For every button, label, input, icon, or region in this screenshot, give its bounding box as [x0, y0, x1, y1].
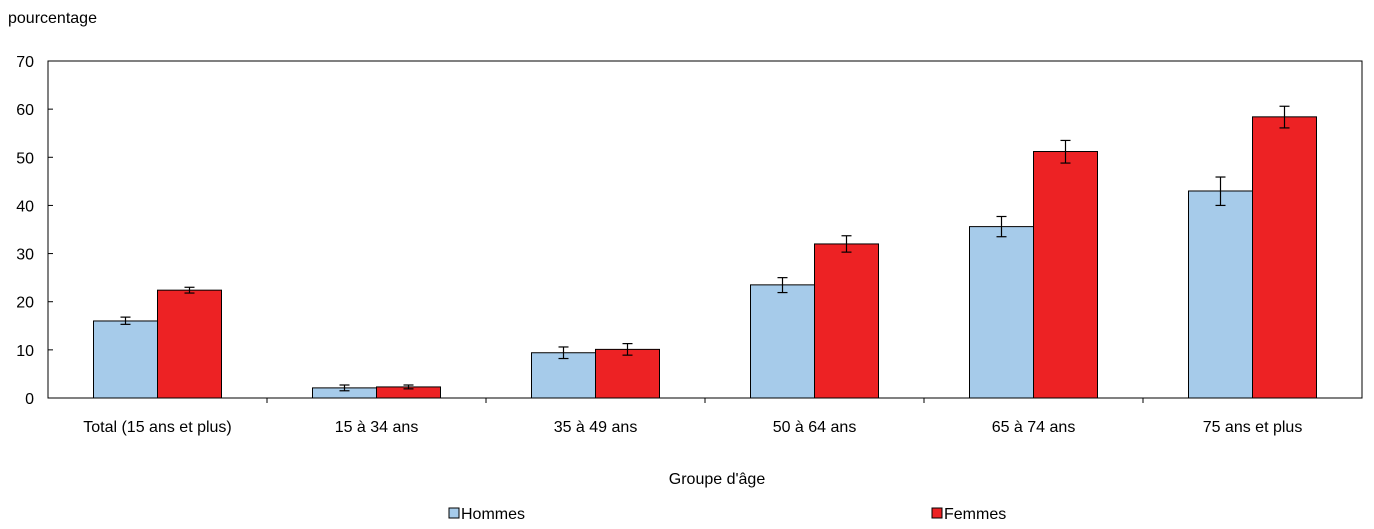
bar-femmes-3 — [814, 243, 879, 399]
y-tick-label: 0 — [25, 391, 34, 408]
x-axis-categories: Total (15 ans et plus) 15 à 34 ans 35 à 49… — [83, 398, 1302, 436]
y-tick-label: 30 — [16, 247, 34, 264]
x-category-label: 50 à 64 ans — [773, 419, 857, 436]
legend: Hommes Femmes — [448, 506, 1006, 523]
x-category-label: Total (15 ans et plus) — [83, 419, 232, 436]
y-tick-label: 10 — [16, 343, 34, 360]
legend-label-hommes: Hommes — [461, 506, 525, 523]
x-category-label: 75 ans et plus — [1203, 419, 1303, 436]
y-tick-label: 20 — [16, 295, 34, 312]
bar-hommes-5 — [1188, 190, 1253, 399]
legend-label-femmes: Femmes — [944, 506, 1006, 523]
x-category-label: 65 à 74 ans — [992, 419, 1076, 436]
y-tick-label: 50 — [16, 150, 34, 167]
plot-area-frame — [47, 60, 1363, 399]
y-tick-label: 70 — [16, 54, 34, 71]
bar-femmes-5 — [1252, 116, 1317, 399]
bar-hommes-4 — [969, 226, 1034, 399]
x-category-label: 35 à 49 ans — [554, 419, 638, 436]
y-axis-title: pourcentage — [8, 10, 97, 27]
bar-hommes-0 — [93, 320, 158, 399]
legend-swatch-femmes — [931, 507, 943, 519]
error-bars — [120, 105, 1290, 392]
bar-femmes-0 — [157, 289, 222, 399]
y-tick-label: 40 — [16, 198, 34, 215]
x-category-label: 15 à 34 ans — [335, 419, 419, 436]
bars — [93, 116, 1317, 399]
x-axis-title: Groupe d'âge — [669, 471, 766, 488]
legend-swatch-hommes — [448, 507, 460, 519]
bar-femmes-2 — [595, 348, 660, 399]
y-tick-label: 60 — [16, 102, 34, 119]
bar-hommes-2 — [531, 352, 596, 399]
bar-hommes-3 — [750, 284, 815, 399]
bar-femmes-4 — [1033, 151, 1098, 399]
y-axis-ticks: 0 10 20 30 40 50 60 70 — [16, 54, 53, 408]
